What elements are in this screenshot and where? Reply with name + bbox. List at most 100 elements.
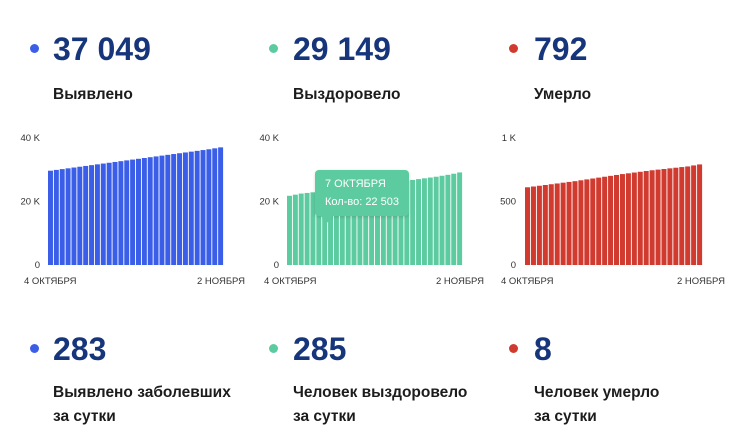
detected-bar[interactable]	[153, 156, 159, 265]
detected-bar[interactable]	[218, 147, 224, 265]
deaths-bar[interactable]	[548, 184, 554, 265]
deaths-bar[interactable]	[584, 179, 590, 265]
recovered-chart[interactable]: 0 20 K 40 K 4 ОКТЯБРЯ 2 НОЯБРЯ	[240, 128, 484, 288]
deaths-bar[interactable]	[608, 175, 614, 265]
deaths-bar[interactable]	[572, 181, 578, 265]
detected-bar[interactable]	[141, 158, 147, 265]
recovered-bar[interactable]	[322, 191, 328, 265]
daily-recovered-label-line2: за сутки	[293, 408, 356, 425]
detected-bar[interactable]	[100, 163, 106, 265]
detected-bar[interactable]	[182, 152, 188, 265]
deaths-bar[interactable]	[619, 174, 625, 265]
recovered-bar[interactable]	[427, 177, 433, 265]
recovered-bar[interactable]	[357, 187, 363, 265]
recovered-bar[interactable]	[439, 175, 445, 265]
daily-detected-dot-icon	[30, 344, 39, 353]
detected-bar[interactable]	[89, 165, 95, 265]
detected-bar[interactable]	[59, 169, 65, 265]
detected-bar[interactable]	[165, 154, 171, 265]
deaths-bar[interactable]	[697, 164, 703, 265]
recovered-x-end-label: 2 НОЯБРЯ	[436, 276, 484, 287]
recovered-bar[interactable]	[304, 192, 310, 265]
deaths-bar[interactable]	[614, 174, 620, 265]
deaths-bar[interactable]	[542, 184, 548, 265]
detected-bar[interactable]	[130, 159, 136, 265]
detected-chart[interactable]: 0 20 K 40 K 4 ОКТЯБРЯ 2 НОЯБРЯ	[0, 128, 245, 288]
deaths-bar[interactable]	[560, 182, 566, 265]
recovered-bar[interactable]	[416, 179, 422, 265]
recovered-bar[interactable]	[398, 181, 404, 266]
recovered-bar[interactable]	[433, 176, 439, 265]
detected-bar[interactable]	[65, 168, 71, 265]
detected-bar[interactable]	[206, 149, 212, 265]
recovered-bar[interactable]	[333, 189, 339, 265]
deaths-bar[interactable]	[637, 171, 643, 265]
detected-bar[interactable]	[188, 151, 194, 265]
recovered-bar[interactable]	[287, 195, 292, 265]
recovered-bar[interactable]	[345, 188, 351, 265]
recovered-bar[interactable]	[421, 178, 427, 265]
recovered-bar[interactable]	[316, 191, 322, 265]
deaths-chart[interactable]: 0 500 1 K 4 ОКТЯБРЯ 2 НОЯБРЯ	[480, 128, 725, 288]
detected-bar[interactable]	[136, 158, 141, 265]
detected-bar[interactable]	[200, 150, 206, 265]
daily-recovered-value: 285	[293, 331, 347, 367]
deaths-bar[interactable]	[691, 165, 697, 265]
recovered-bar[interactable]	[363, 186, 369, 265]
recovered-bar[interactable]	[410, 179, 416, 265]
recovered-bar[interactable]	[451, 173, 457, 265]
detected-bar[interactable]	[159, 155, 165, 265]
detected-bar[interactable]	[83, 165, 89, 265]
deaths-bar[interactable]	[566, 181, 572, 265]
detected-bar[interactable]	[147, 157, 153, 265]
deaths-bar[interactable]	[530, 186, 536, 265]
deaths-bar[interactable]	[649, 170, 655, 265]
detected-bar[interactable]	[77, 166, 83, 265]
detected-bar[interactable]	[194, 150, 200, 265]
deaths-bar[interactable]	[679, 167, 685, 265]
detected-bar[interactable]	[118, 161, 124, 265]
detected-bar[interactable]	[94, 164, 100, 265]
deaths-bar[interactable]	[661, 168, 667, 265]
detected-bar[interactable]	[171, 154, 177, 265]
deaths-bar[interactable]	[625, 173, 631, 265]
recovered-bar[interactable]	[380, 183, 386, 265]
deaths-label: Умерло	[534, 86, 592, 103]
deaths-bar[interactable]	[685, 166, 691, 265]
deaths-bar[interactable]	[554, 183, 560, 265]
deaths-bar[interactable]	[578, 180, 584, 265]
deaths-bar[interactable]	[536, 185, 542, 265]
detected-bar[interactable]	[71, 167, 77, 265]
recovered-bar[interactable]	[386, 183, 392, 265]
deaths-bar[interactable]	[590, 178, 596, 265]
detected-bar[interactable]	[106, 162, 112, 265]
deaths-bar[interactable]	[655, 169, 661, 265]
stat-column-detected: 37 049 Выявлено 0 20 K 40 K 4 ОКТЯБРЯ 2 НОЯБ…	[0, 0, 245, 447]
deaths-bar[interactable]	[631, 172, 637, 265]
detected-bar[interactable]	[48, 170, 53, 265]
deaths-bar[interactable]	[643, 171, 649, 265]
deaths-bar[interactable]	[596, 177, 602, 265]
detected-bar[interactable]	[112, 161, 118, 265]
recovered-bar[interactable]	[310, 192, 316, 265]
recovered-bar[interactable]	[369, 185, 375, 265]
detected-bar[interactable]	[177, 153, 183, 265]
deaths-bar[interactable]	[602, 176, 608, 265]
recovered-bar[interactable]	[375, 184, 380, 265]
recovered-bar[interactable]	[445, 174, 451, 265]
deaths-bar[interactable]	[525, 187, 531, 265]
deaths-bar[interactable]	[667, 168, 673, 265]
recovered-bar[interactable]	[298, 193, 304, 265]
deaths-bar[interactable]	[673, 167, 679, 265]
detected-bar[interactable]	[124, 160, 130, 265]
detected-bar[interactable]	[212, 148, 218, 265]
recovered-bar[interactable]	[339, 189, 345, 265]
recovered-bar[interactable]	[328, 190, 334, 265]
recovered-bar[interactable]	[404, 180, 410, 265]
recovered-bar[interactable]	[292, 194, 298, 265]
recovered-bar[interactable]	[457, 172, 463, 265]
detected-bar[interactable]	[53, 169, 59, 265]
detected-ytick-label: 40 K	[20, 133, 40, 144]
recovered-bar[interactable]	[351, 187, 357, 265]
recovered-bar[interactable]	[392, 182, 398, 265]
